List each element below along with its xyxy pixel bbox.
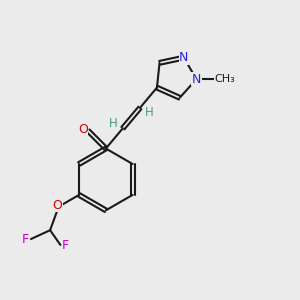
- Text: O: O: [78, 123, 88, 136]
- Text: CH₃: CH₃: [214, 74, 235, 84]
- Text: H: H: [109, 117, 118, 130]
- Text: N: N: [192, 73, 201, 86]
- Text: O: O: [52, 199, 62, 212]
- Text: F: F: [62, 239, 69, 252]
- Text: H: H: [145, 106, 154, 119]
- Text: N: N: [179, 51, 189, 64]
- Text: F: F: [22, 233, 29, 246]
